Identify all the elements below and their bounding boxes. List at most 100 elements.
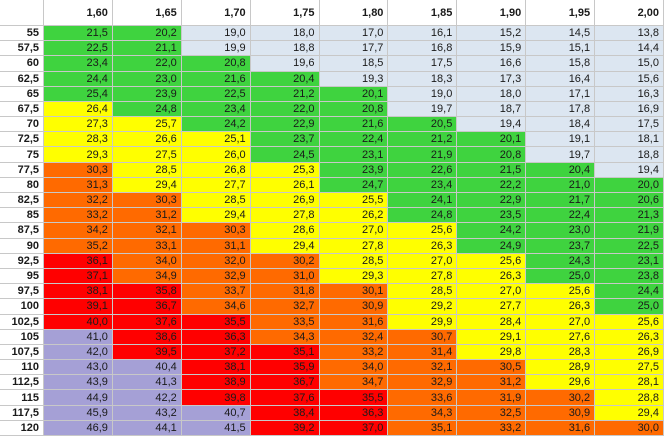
bmi-cell: 19,7 xyxy=(388,101,458,118)
bmi-cell: 21,6 xyxy=(181,71,251,87)
bmi-cell: 25,6 xyxy=(388,223,458,239)
height-header: 1,65 xyxy=(112,0,182,26)
bmi-cell: 28,5 xyxy=(388,284,458,300)
bmi-cell: 14,4 xyxy=(595,41,664,57)
bmi-cell: 26,6 xyxy=(112,132,182,148)
bmi-cell: 32,7 xyxy=(250,299,320,315)
height-header: 1,85 xyxy=(388,0,458,26)
bmi-cell: 17,0 xyxy=(319,26,389,42)
bmi-cell: 15,9 xyxy=(457,41,527,57)
bmi-cell: 30,3 xyxy=(181,223,251,239)
bmi-cell: 21,2 xyxy=(388,132,458,148)
bmi-cell: 21,6 xyxy=(319,117,389,133)
bmi-cell: 40,0 xyxy=(44,314,113,330)
bmi-cell: 19,7 xyxy=(526,147,596,163)
bmi-cell: 17,7 xyxy=(319,41,389,57)
bmi-cell: 32,4 xyxy=(319,329,389,345)
bmi-cell: 21,5 xyxy=(457,162,527,178)
bmi-cell: 33,2 xyxy=(319,344,389,361)
bmi-cell: 31,8 xyxy=(250,284,320,300)
bmi-cell: 36,7 xyxy=(250,375,320,391)
bmi-cell: 17,5 xyxy=(388,56,458,72)
bmi-cell: 35,1 xyxy=(388,420,458,436)
bmi-cell: 30,1 xyxy=(319,284,389,300)
bmi-cell: 24,4 xyxy=(595,284,664,300)
bmi-cell: 18,8 xyxy=(595,147,664,163)
bmi-cell: 16,8 xyxy=(388,41,458,57)
bmi-cell: 29,3 xyxy=(319,268,389,285)
bmi-cell: 30,3 xyxy=(44,162,113,178)
bmi-cell: 42,2 xyxy=(112,390,182,406)
bmi-cell: 36,3 xyxy=(181,329,251,345)
bmi-cell: 18,7 xyxy=(457,101,527,118)
bmi-cell: 28,6 xyxy=(250,223,320,239)
bmi-cell: 38,1 xyxy=(181,360,251,376)
bmi-cell: 21,5 xyxy=(44,26,113,42)
bmi-cell: 27,5 xyxy=(112,147,182,163)
bmi-cell: 29,3 xyxy=(44,147,113,163)
bmi-cell: 15,8 xyxy=(526,56,596,72)
bmi-cell: 17,8 xyxy=(526,101,596,118)
height-header: 1,95 xyxy=(526,0,596,26)
bmi-cell: 21,7 xyxy=(526,193,596,209)
weight-header: 77,5 xyxy=(0,162,44,178)
bmi-cell: 45,9 xyxy=(44,405,113,421)
weight-header: 115 xyxy=(0,390,44,406)
bmi-cell: 16,1 xyxy=(388,26,458,42)
bmi-cell: 39,1 xyxy=(44,299,113,315)
bmi-cell: 28,1 xyxy=(595,375,664,391)
bmi-cell: 38,1 xyxy=(44,284,113,300)
bmi-cell: 24,5 xyxy=(250,147,320,163)
bmi-cell: 26,4 xyxy=(44,101,113,118)
weight-header: 65 xyxy=(0,86,44,102)
bmi-cell: 34,9 xyxy=(112,268,182,285)
bmi-cell: 41,5 xyxy=(181,420,251,436)
bmi-cell: 23,8 xyxy=(595,268,664,285)
bmi-cell: 32,9 xyxy=(388,375,458,391)
weight-header: 82,5 xyxy=(0,193,44,209)
bmi-cell: 22,0 xyxy=(112,56,182,72)
weight-header: 95 xyxy=(0,268,44,285)
bmi-cell: 42,0 xyxy=(44,344,113,361)
bmi-cell: 15,6 xyxy=(595,71,664,87)
bmi-cell: 27,3 xyxy=(44,117,113,133)
bmi-cell: 27,8 xyxy=(319,238,389,254)
bmi-cell: 24,2 xyxy=(181,117,251,133)
bmi-cell: 26,3 xyxy=(388,238,458,254)
height-header: 1,80 xyxy=(319,0,389,26)
height-header: 1,70 xyxy=(181,0,251,26)
bmi-cell: 23,0 xyxy=(526,223,596,239)
bmi-cell: 27,5 xyxy=(595,360,664,376)
bmi-cell: 26,1 xyxy=(250,177,320,194)
bmi-cell: 28,3 xyxy=(44,132,113,148)
bmi-cell: 19,9 xyxy=(181,41,251,57)
bmi-cell: 28,3 xyxy=(526,344,596,361)
bmi-cell: 32,1 xyxy=(112,223,182,239)
weight-header: 62,5 xyxy=(0,71,44,87)
bmi-cell: 39,8 xyxy=(181,390,251,406)
bmi-cell: 26,9 xyxy=(250,193,320,209)
bmi-cell: 16,6 xyxy=(457,56,527,72)
bmi-cell: 34,3 xyxy=(250,329,320,345)
bmi-cell: 26,2 xyxy=(319,208,389,224)
height-header: 1,90 xyxy=(457,0,527,26)
bmi-cell: 19,1 xyxy=(526,132,596,148)
bmi-cell: 18,8 xyxy=(250,41,320,57)
bmi-cell: 31,2 xyxy=(112,208,182,224)
bmi-cell: 22,9 xyxy=(457,193,527,209)
bmi-cell: 26,3 xyxy=(526,299,596,315)
bmi-cell: 35,1 xyxy=(250,344,320,361)
bmi-cell: 27,7 xyxy=(457,299,527,315)
bmi-cell: 21,9 xyxy=(388,147,458,163)
weight-header: 120 xyxy=(0,420,44,436)
bmi-cell: 31,1 xyxy=(181,238,251,254)
bmi-cell: 35,2 xyxy=(44,238,113,254)
bmi-cell: 29,4 xyxy=(595,405,664,421)
weight-header: 57,5 xyxy=(0,41,44,57)
weight-header: 80 xyxy=(0,177,44,194)
bmi-cell: 24,4 xyxy=(44,71,113,87)
bmi-cell: 32,1 xyxy=(388,360,458,376)
bmi-cell: 20,8 xyxy=(181,56,251,72)
bmi-cell: 27,8 xyxy=(388,268,458,285)
